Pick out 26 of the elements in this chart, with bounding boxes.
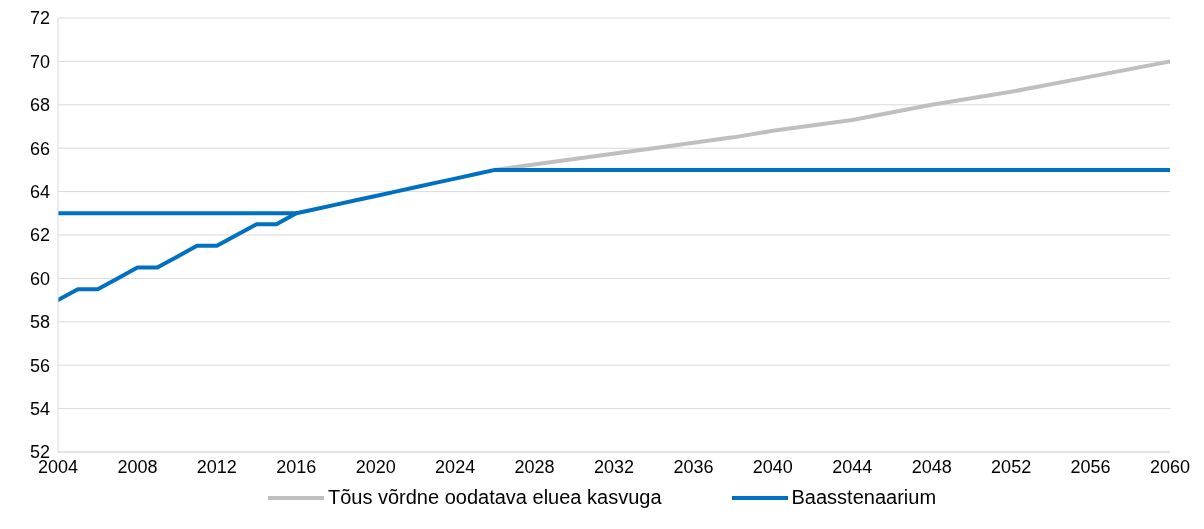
y-tick-label: 58 <box>29 312 50 333</box>
y-tick-label: 62 <box>29 225 50 246</box>
x-tick-label: 2048 <box>911 456 952 477</box>
x-tick-label: 2016 <box>276 456 317 477</box>
y-tick-label: 64 <box>29 181 50 202</box>
y-tick-label: 60 <box>29 268 50 289</box>
y-tick-label: 68 <box>29 95 50 116</box>
x-tick-label: 2040 <box>752 456 793 477</box>
y-tick-label: 72 <box>29 8 50 29</box>
x-tick-label: 2024 <box>435 456 476 477</box>
x-tick-label: 2044 <box>832 456 873 477</box>
y-tick-label: 66 <box>29 138 50 159</box>
x-tick-label: 2028 <box>514 456 555 477</box>
x-tick-label: 2020 <box>355 456 396 477</box>
y-tick-label: 54 <box>29 398 50 419</box>
x-tick-label: 2036 <box>673 456 714 477</box>
y-tick-label: 56 <box>29 355 50 376</box>
y-tick-label: 70 <box>29 51 50 72</box>
x-tick-label: 2052 <box>991 456 1032 477</box>
x-tick-label: 2032 <box>593 456 635 477</box>
x-tick-label: 2008 <box>117 456 158 477</box>
x-tick-label: 2060 <box>1149 456 1191 477</box>
x-tick-label: 2056 <box>1070 456 1111 477</box>
legend-label: Tõus võrdne oodatava eluea kasvuga <box>327 486 662 509</box>
x-tick-label: 2012 <box>196 456 237 477</box>
legend-label: Baasstenaarium <box>791 486 937 509</box>
